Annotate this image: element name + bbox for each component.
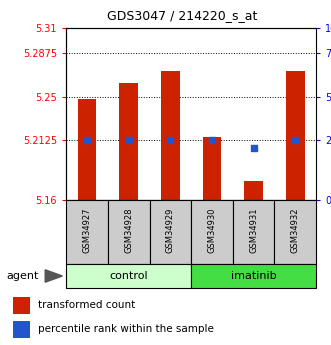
Point (251, 146, 256, 151)
Text: transformed count: transformed count (38, 300, 136, 310)
Bar (108, 200, 150, 264)
Text: GSM34928: GSM34928 (124, 208, 133, 254)
Bar (119, 83, 138, 200)
Bar (191, 264, 316, 288)
Point (126, 137, 131, 142)
Bar (233, 200, 274, 264)
Bar (13, 321, 30, 338)
Text: GSM34930: GSM34930 (208, 208, 216, 254)
Bar (203, 137, 221, 200)
Bar (150, 200, 191, 264)
Bar (78, 99, 96, 200)
Text: GDS3047 / 214220_s_at: GDS3047 / 214220_s_at (107, 9, 257, 22)
Bar (66, 200, 108, 264)
Text: control: control (109, 271, 148, 281)
Text: imatinib: imatinib (231, 271, 276, 281)
Point (209, 137, 214, 142)
Text: agent: agent (7, 271, 39, 281)
Text: percentile rank within the sample: percentile rank within the sample (38, 324, 214, 334)
Point (293, 137, 298, 142)
Bar (191, 200, 233, 264)
Text: GSM34929: GSM34929 (166, 208, 175, 254)
Point (84, 137, 90, 142)
Text: GSM34932: GSM34932 (291, 208, 300, 254)
Bar (244, 180, 263, 200)
Bar (66, 264, 191, 288)
Bar (286, 71, 305, 200)
Bar (13, 297, 30, 314)
Bar (274, 200, 316, 264)
Polygon shape (45, 270, 62, 282)
Text: GSM34927: GSM34927 (82, 208, 92, 254)
Text: GSM34931: GSM34931 (249, 208, 258, 254)
Point (168, 137, 173, 142)
Bar (161, 71, 180, 200)
